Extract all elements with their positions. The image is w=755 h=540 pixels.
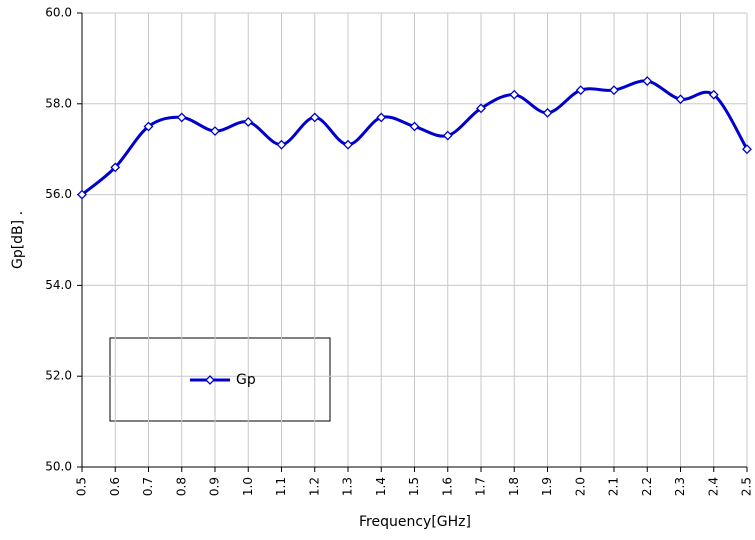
marker xyxy=(110,162,121,173)
x-tick-label: 0.7 xyxy=(141,477,155,496)
marker xyxy=(409,121,420,132)
x-tick-label: 2.4 xyxy=(706,477,720,496)
x-tick-label: 1.7 xyxy=(474,477,488,496)
marker xyxy=(575,85,586,96)
marker xyxy=(642,76,653,87)
y-tick-label: 60.0 xyxy=(45,6,72,20)
y-tick-label: 54.0 xyxy=(45,278,72,292)
y-tick-label: 52.0 xyxy=(45,369,72,383)
y-axis-label: Gp[dB] . xyxy=(10,211,26,269)
x-tick-label: 2.3 xyxy=(673,477,687,496)
marker xyxy=(176,112,187,123)
legend-marker xyxy=(205,375,215,385)
y-tick-label: 56.0 xyxy=(45,187,72,201)
marker xyxy=(243,117,254,127)
x-tick-label: 0.5 xyxy=(75,477,89,496)
x-tick-label: 1.3 xyxy=(341,477,355,496)
x-axis-label: Frequency[GHz] xyxy=(359,514,471,530)
marker xyxy=(708,89,719,100)
marker xyxy=(343,139,353,150)
x-tick-label: 1.8 xyxy=(507,477,521,496)
x-tick-label: 1.2 xyxy=(307,477,321,496)
y-tick-label: 50.0 xyxy=(45,460,72,474)
x-tick-label: 1.6 xyxy=(440,477,454,496)
x-tick-label: 1.5 xyxy=(407,477,421,496)
marker xyxy=(376,112,387,123)
x-tick-label: 0.6 xyxy=(108,477,122,496)
x-tick-label: 0.9 xyxy=(208,477,222,496)
x-tick-label: 0.8 xyxy=(174,477,188,496)
x-tick-label: 1.1 xyxy=(274,477,288,496)
x-tick-label: 2.2 xyxy=(640,477,654,496)
legend-label: Gp xyxy=(236,372,256,388)
marker xyxy=(210,126,220,136)
marker xyxy=(309,112,320,123)
x-tick-label: 2.0 xyxy=(573,477,587,496)
marker xyxy=(442,130,453,141)
x-tick-label: 2.5 xyxy=(740,477,754,496)
marker xyxy=(77,189,87,200)
marker xyxy=(742,144,752,155)
marker xyxy=(476,103,486,114)
marker xyxy=(609,85,619,96)
marker xyxy=(542,107,553,118)
y-tick-label: 58.0 xyxy=(45,96,72,110)
marker xyxy=(276,139,287,150)
x-tick-label: 1.4 xyxy=(374,477,388,496)
marker xyxy=(509,89,520,100)
marker xyxy=(675,94,686,105)
marker xyxy=(143,121,154,132)
x-tick-label: 1.0 xyxy=(241,477,255,496)
x-tick-label: 2.1 xyxy=(607,477,621,496)
x-tick-label: 1.9 xyxy=(540,477,554,496)
